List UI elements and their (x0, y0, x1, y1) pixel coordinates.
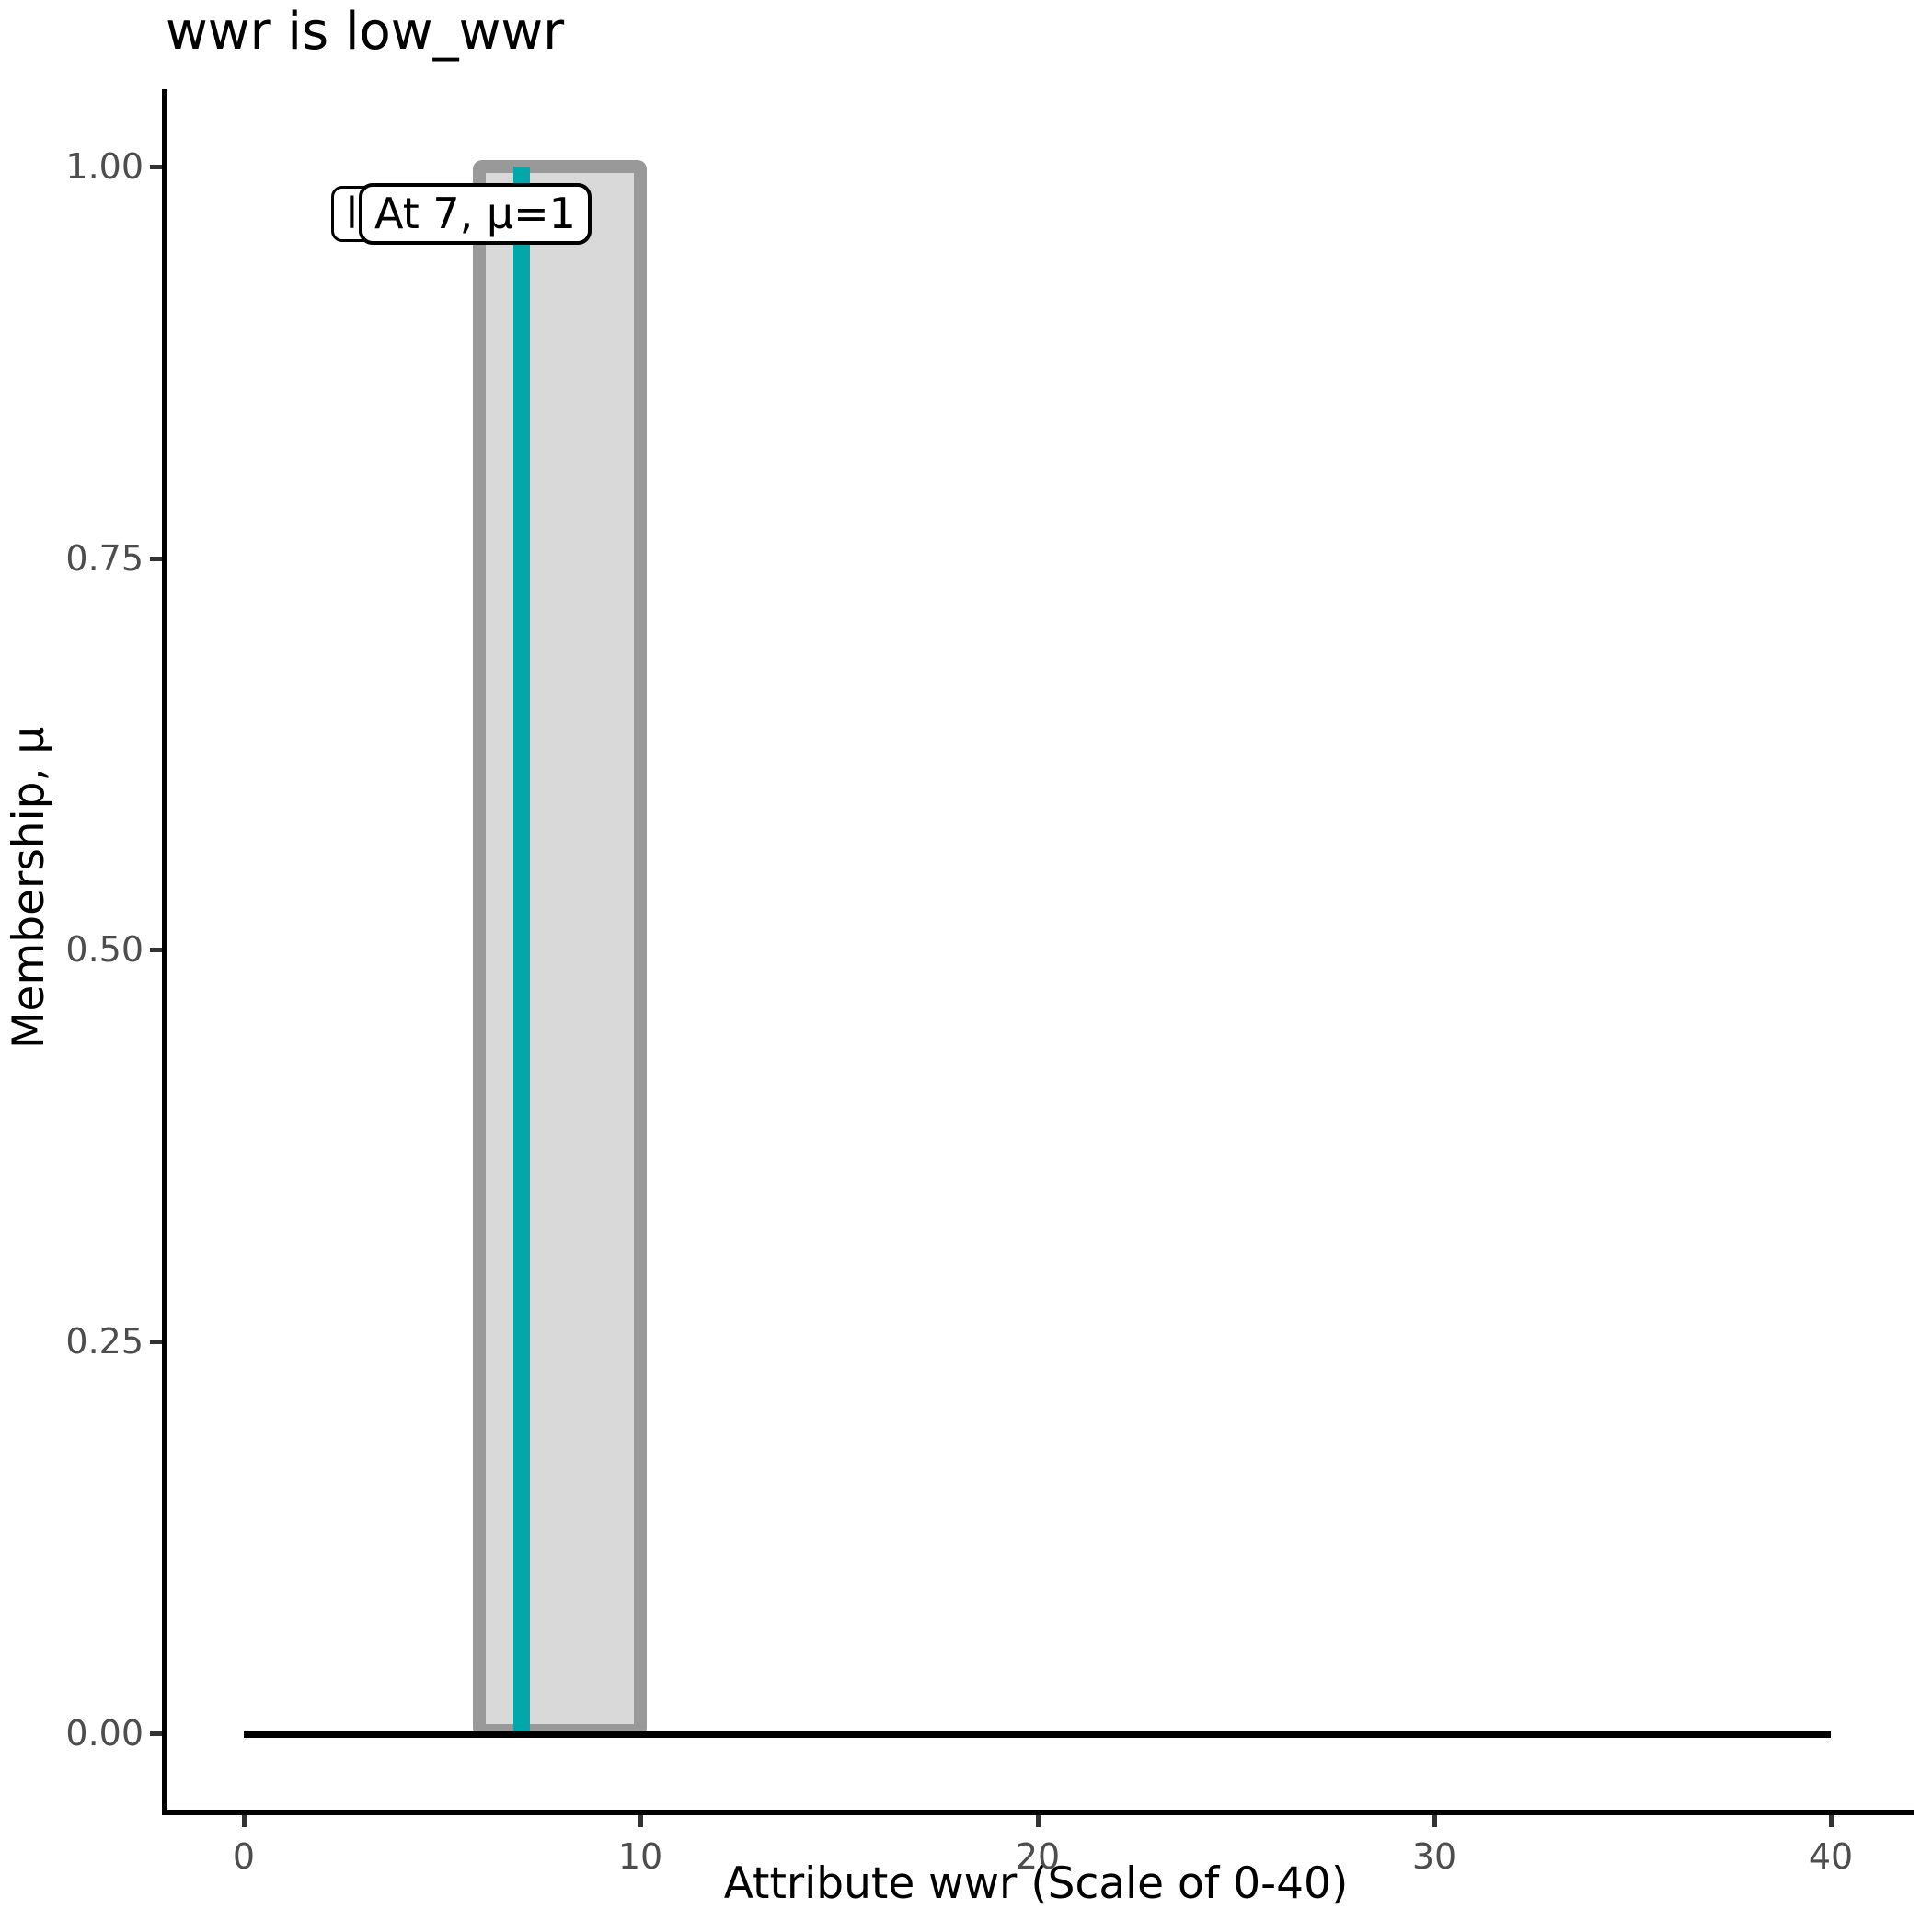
y-tick-mark-0.50 (150, 948, 162, 952)
x-tick-mark-20 (1036, 1815, 1041, 1827)
x-tick-mark-0 (242, 1815, 247, 1827)
x-tick-mark-40 (1829, 1815, 1834, 1827)
y-tick-label-0.50: 0.50 (65, 929, 144, 970)
y-tick-mark-0.25 (150, 1340, 162, 1344)
y-tick-label-0.75: 0.75 (65, 538, 144, 579)
x-tick-label-30: 30 (1411, 1836, 1457, 1877)
x-tick-mark-10 (638, 1815, 643, 1827)
evaluation-label-box: At 7, μ=1 (359, 183, 592, 245)
evaluation-marker-line (513, 167, 530, 1737)
x-tick-label-0: 0 (232, 1836, 256, 1877)
x-axis-line (162, 1810, 1914, 1815)
y-tick-label-1.00: 1.00 (65, 146, 144, 187)
y-tick-label-0.00: 0.00 (65, 1713, 144, 1754)
x-tick-label-40: 40 (1808, 1836, 1854, 1877)
x-tick-mark-30 (1432, 1815, 1437, 1827)
y-axis-title: Membership, μ (4, 726, 54, 1049)
x-axis-title: Attribute wwr (Scale of 0-40) (723, 1858, 1349, 1909)
y-tick-mark-0.00 (150, 1731, 162, 1736)
x-tick-label-20: 20 (1015, 1836, 1061, 1877)
x-tick-label-10: 10 (617, 1836, 663, 1877)
plot-title: wwr is low_wwr (166, 2, 565, 62)
y-tick-label-0.25: 0.25 (65, 1321, 144, 1362)
membership-function-rect (473, 160, 647, 1737)
y-tick-mark-1.00 (150, 165, 162, 169)
membership-function-baseline (244, 1731, 1831, 1738)
y-axis-line (162, 89, 167, 1815)
y-tick-mark-0.75 (150, 557, 162, 561)
